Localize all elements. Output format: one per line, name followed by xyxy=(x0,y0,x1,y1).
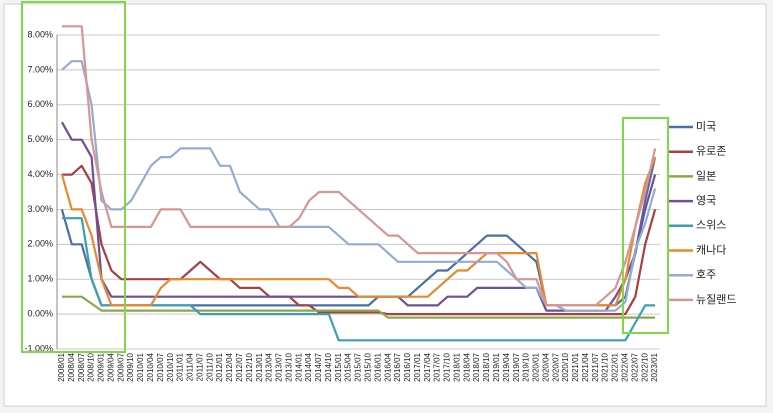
legend-label: 영국 xyxy=(696,194,716,207)
y-tick-label: 8.00% xyxy=(27,29,53,39)
x-tick-label: 2021/01 xyxy=(571,352,580,381)
x-tick-label: 2018/01 xyxy=(452,352,461,381)
legend-label: 뉴질랜드 xyxy=(696,293,736,306)
x-tick-label: 2010/10 xyxy=(166,352,175,381)
x-tick-label: 2011/01 xyxy=(176,352,185,381)
x-tick-label: 2020/04 xyxy=(541,352,550,381)
series-line xyxy=(61,164,657,316)
x-tick-label: 2022/01 xyxy=(611,352,620,381)
y-tick-label: 5.00% xyxy=(27,134,53,144)
x-tick-label: 2008/07 xyxy=(77,352,86,381)
x-tick-label: 2022/10 xyxy=(640,352,649,381)
x-tick-label: 2012/01 xyxy=(215,352,224,381)
highlight-box xyxy=(21,1,126,353)
x-tick-label: 2015/01 xyxy=(334,352,343,381)
legend-label: 일본 xyxy=(696,168,716,182)
x-tick-label: 2010/04 xyxy=(146,352,155,381)
x-tick-label: 2020/07 xyxy=(551,352,560,381)
x-tick-label: 2023/01 xyxy=(650,352,659,381)
series-line xyxy=(61,25,657,307)
x-tick-label: 2017/10 xyxy=(443,352,452,381)
x-tick-label: 2018/10 xyxy=(482,352,491,381)
x-tick-label: 2019/01 xyxy=(492,352,501,381)
x-tick-label: 2011/04 xyxy=(186,352,195,381)
x-tick-label: 2013/07 xyxy=(275,352,284,381)
x-tick-label: 2012/10 xyxy=(245,352,254,381)
x-tick-label: 2015/07 xyxy=(354,352,363,381)
x-tick-label: 2008/01 xyxy=(57,352,66,381)
legend-label: 유로존 xyxy=(696,145,726,158)
x-tick-label: 2014/10 xyxy=(324,352,333,381)
series-line xyxy=(61,295,656,319)
x-tick-label: 2019/04 xyxy=(502,352,511,381)
y-tick-label: 2.00% xyxy=(27,239,53,249)
x-tick-label: 2016/10 xyxy=(403,352,412,381)
x-tick-label: 2010/07 xyxy=(156,352,165,381)
x-tick-label: 2009/10 xyxy=(126,352,135,381)
x-tick-label: 2020/01 xyxy=(532,352,541,381)
highlight-box xyxy=(622,117,669,334)
x-tick-label: 2014/04 xyxy=(304,352,313,381)
chart-background xyxy=(3,3,767,407)
x-tick-label: 2016/04 xyxy=(383,352,392,381)
x-tick-label: 2010/01 xyxy=(136,352,145,381)
series-line xyxy=(61,217,656,342)
x-tick-label: 2022/04 xyxy=(621,352,630,381)
x-tick-label: 2012/07 xyxy=(235,352,244,381)
y-tick-label: 6.00% xyxy=(27,99,53,109)
x-tick-label: 2009/01 xyxy=(97,352,106,381)
x-tick-label: 2014/07 xyxy=(314,352,323,381)
x-tick-label: 2015/04 xyxy=(344,352,353,381)
x-tick-label: 2020/10 xyxy=(561,352,570,381)
x-tick-label: 2017/01 xyxy=(413,352,422,381)
x-tick-label: 2021/07 xyxy=(591,352,600,381)
x-tick-label: 2017/07 xyxy=(433,352,442,381)
x-tick-label: 2022/07 xyxy=(630,352,639,381)
x-tick-label: 2008/04 xyxy=(67,352,76,381)
x-tick-label: 2009/04 xyxy=(106,352,115,381)
y-tick-label: 7.00% xyxy=(27,64,53,74)
legend-label: 미국 xyxy=(696,120,716,133)
y-tick-label: 1.00% xyxy=(27,274,53,284)
y-tick-label: -1.00% xyxy=(24,343,53,353)
x-tick-label: 2009/07 xyxy=(116,352,125,381)
x-tick-label: 2016/01 xyxy=(373,352,382,381)
x-tick-label: 2014/01 xyxy=(294,352,303,381)
legend-label: 호주 xyxy=(696,268,716,281)
x-tick-label: 2018/07 xyxy=(472,352,481,381)
y-tick-label: 3.00% xyxy=(27,204,53,214)
x-tick-label: 2013/10 xyxy=(284,352,293,381)
y-tick-label: 4.00% xyxy=(27,169,53,179)
x-tick-label: 2016/07 xyxy=(393,352,402,381)
x-tick-label: 2021/10 xyxy=(601,352,610,381)
x-tick-label: 2017/04 xyxy=(423,352,432,381)
x-tick-label: 2013/04 xyxy=(265,352,274,381)
x-tick-label: 2018/04 xyxy=(462,352,471,381)
x-tick-label: 2019/10 xyxy=(522,352,531,381)
x-tick-label: 2011/07 xyxy=(195,352,204,381)
x-tick-label: 2012/04 xyxy=(225,352,234,381)
x-tick-label: 2011/10 xyxy=(205,352,214,381)
x-tick-label: 2013/01 xyxy=(255,352,264,381)
x-tick-label: 2015/10 xyxy=(363,352,372,381)
plot-area: -1.00% 0.00% 1.00% 2.00% 3.00% 4.00% 5.00% 6.00… xyxy=(24,25,660,382)
x-tick-label: 2008/10 xyxy=(87,352,96,381)
y-tick-label: 0.00% xyxy=(27,308,53,318)
x-tick-label: 2019/07 xyxy=(512,352,521,381)
legend-label: 스위스 xyxy=(696,219,726,232)
x-tick-label: 2021/04 xyxy=(581,352,590,381)
legend-label: 캐나다 xyxy=(696,243,726,256)
